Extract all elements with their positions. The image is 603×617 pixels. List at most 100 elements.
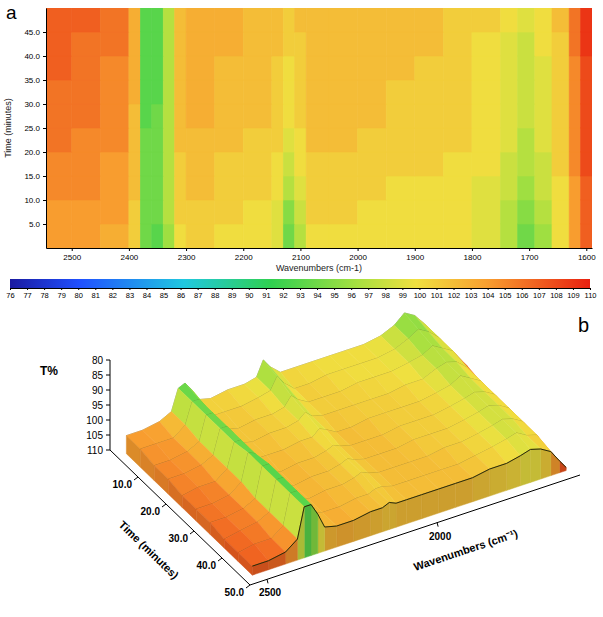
x-axis-title: Wavenumbers (cm⁻¹) [412, 527, 519, 573]
heatmap-cell [186, 8, 215, 32]
tick-mark [106, 450, 110, 451]
heatmap-cell [215, 224, 244, 248]
heatmap-cell [100, 8, 129, 32]
heatmap-cell [175, 104, 186, 128]
tick: 2000 [349, 248, 367, 262]
heatmap-cell [283, 56, 294, 80]
heatmap-cell [175, 152, 186, 176]
tick-mark [471, 288, 472, 290]
heatmap-cell [569, 224, 580, 248]
heatmap-cell [72, 224, 101, 248]
tick-label: 98 [382, 291, 390, 300]
heatmap-cell [215, 56, 244, 80]
tick-mark [368, 288, 369, 290]
heatmap-cell [72, 56, 101, 80]
heatmap-cell [386, 32, 415, 56]
heatmap-cell [329, 224, 358, 248]
surface-wall [168, 479, 182, 508]
heatmap-cell [243, 56, 272, 80]
heatmap-cell [46, 104, 72, 128]
heatmap-cell [581, 32, 592, 56]
tick: 15.0 [24, 172, 46, 181]
heatmap-cell [358, 8, 387, 32]
heatmap-cell [569, 200, 580, 224]
heatmap-cell [129, 200, 140, 224]
ridge-line [196, 392, 510, 509]
heatmap-cell [215, 8, 244, 32]
tick-mark [43, 176, 46, 177]
heatmap-cell [415, 104, 444, 128]
tick-label: 109 [567, 291, 580, 300]
heatmap-cell [569, 80, 580, 104]
heatmap-cell [415, 200, 444, 224]
heatmap-cell [443, 56, 472, 80]
heatmap-cell [272, 8, 283, 32]
heatmap-cell [358, 224, 387, 248]
figure: 2500240023002200210020001900180017001600… [0, 0, 603, 617]
heatmap-cell [46, 128, 72, 152]
tick-label: 2100 [292, 253, 310, 262]
surface-wall [304, 505, 311, 558]
heatmap-cell [329, 56, 358, 80]
heatmap-cell [100, 200, 129, 224]
heatmap-cell [140, 32, 151, 56]
tick-label: 107 [533, 291, 546, 300]
tick: 88 [211, 288, 219, 300]
y-axis-title: Time (minutes) [3, 98, 13, 158]
surface-wall [269, 552, 286, 570]
heatmap-cell [129, 224, 140, 248]
wavenumber-axis-line [250, 475, 580, 585]
tick: 105 [499, 288, 512, 300]
tick-label: 89 [228, 291, 236, 300]
heatmap-cell [472, 8, 501, 32]
heatmap-cell [243, 104, 272, 128]
heatmap-cell [329, 104, 358, 128]
heatmap-cell [358, 128, 387, 152]
tick-label: 40.0 [24, 52, 40, 61]
tick-label: 92 [279, 291, 287, 300]
heatmap-cell [415, 32, 444, 56]
tick-label: 90 [245, 291, 253, 300]
tick-mark [334, 288, 335, 290]
heatmap-cell [283, 224, 294, 248]
tick-mark [181, 288, 182, 290]
heatmap-cell [581, 104, 592, 128]
ridge-line [154, 346, 468, 466]
tick: 1800 [464, 248, 482, 262]
tick-mark [215, 288, 216, 290]
tick-label: 2500 [259, 587, 282, 598]
heatmap-cell [186, 176, 215, 200]
heatmap-cell [243, 8, 272, 32]
tick: 110 [585, 288, 597, 300]
heatmap-cell [329, 152, 358, 176]
tick-label: 84 [143, 291, 151, 300]
surface-wall [541, 449, 551, 479]
heatmap-cell [215, 200, 244, 224]
tick-label: 79 [58, 291, 66, 300]
tick-mark [488, 288, 489, 290]
tick-mark [10, 288, 11, 290]
heatmap-cell [152, 224, 163, 248]
tick: 100 [414, 288, 427, 300]
heatmap-cell [140, 8, 151, 32]
surface-wall [551, 452, 560, 476]
tick-mark [539, 288, 540, 290]
heatmap-cell [535, 56, 552, 80]
tick-label: 88 [211, 291, 219, 300]
tick-label: 25.0 [24, 124, 40, 133]
tick-mark [522, 288, 523, 290]
tick-label: 1900 [406, 253, 424, 262]
heatmap-cell [306, 56, 329, 80]
heatmap-cell [581, 8, 592, 32]
surface-wall [182, 496, 196, 521]
tick-mark [317, 288, 318, 290]
ridge-line [224, 419, 538, 539]
heatmap-cell [46, 224, 72, 248]
heatmap-cell [100, 32, 129, 56]
heatmap-cell [386, 224, 415, 248]
heatmap-cell [581, 128, 592, 152]
heatmap-cell [129, 32, 140, 56]
tick: 25.0 [24, 124, 46, 133]
tick-mark [43, 32, 46, 33]
heatmap-cell [186, 80, 215, 104]
